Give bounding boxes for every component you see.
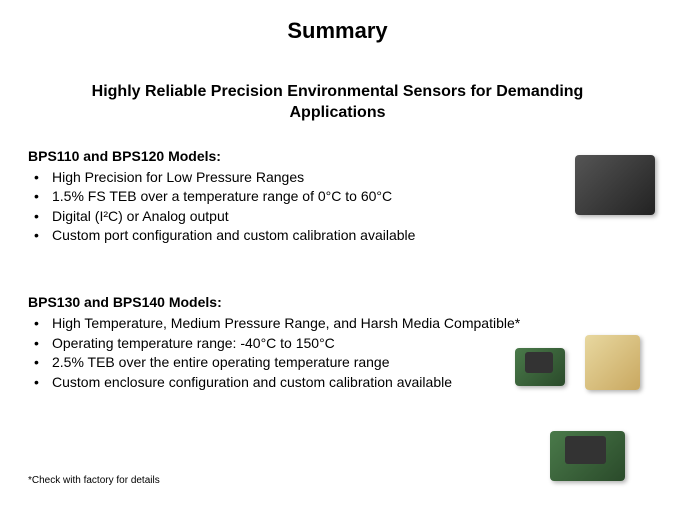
- section-bps110-bps120: BPS110 and BPS120 Models: High Precision…: [0, 148, 675, 246]
- sensor-icon: [575, 155, 655, 215]
- section1-heading: BPS110 and BPS120 Models:: [28, 148, 647, 164]
- sensor-icon: [550, 431, 625, 481]
- sensor-image-bps130-gold: [585, 335, 640, 390]
- sensor-image-bps130-small: [515, 348, 565, 386]
- section2-heading: BPS130 and BPS140 Models:: [28, 294, 647, 310]
- sensor-image-bps110: [575, 155, 655, 215]
- footnote: *Check with factory for details: [28, 475, 160, 486]
- list-item: 1.5% FS TEB over a temperature range of …: [34, 187, 647, 207]
- list-item: High Precision for Low Pressure Ranges: [34, 168, 647, 188]
- sensor-icon: [585, 335, 640, 390]
- list-item: Digital (I²C) or Analog output: [34, 207, 647, 227]
- list-item: Custom port configuration and custom cal…: [34, 226, 647, 246]
- section-bps130-bps140: BPS130 and BPS140 Models: High Temperatu…: [0, 294, 675, 392]
- page-title: Summary: [0, 0, 675, 44]
- sensor-image-bps140: [550, 431, 625, 481]
- sensor-icon: [515, 348, 565, 386]
- list-item: High Temperature, Medium Pressure Range,…: [34, 314, 647, 334]
- section1-bullets: High Precision for Low Pressure Ranges 1…: [28, 168, 647, 246]
- page-subtitle: Highly Reliable Precision Environmental …: [0, 82, 675, 124]
